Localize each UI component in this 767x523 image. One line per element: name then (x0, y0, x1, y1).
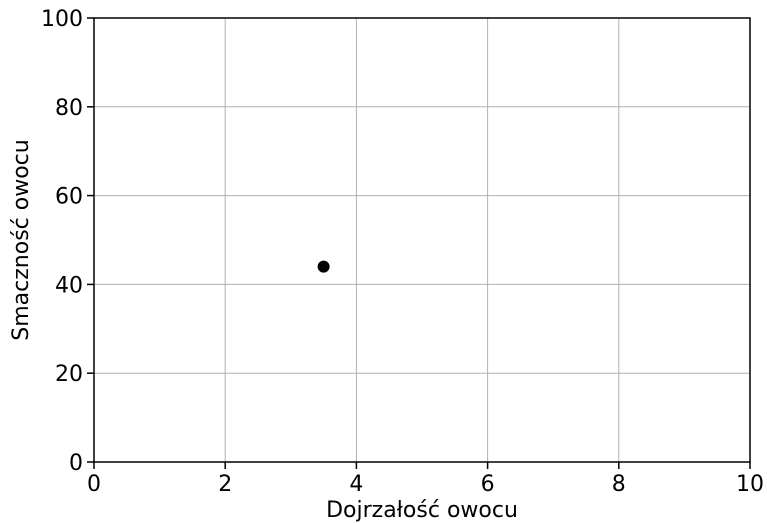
x-tick-label: 6 (481, 472, 495, 497)
x-tick-label: 2 (218, 472, 232, 497)
plot-area-frame (93, 17, 751, 463)
x-tick-label: 4 (349, 472, 363, 497)
y-axis-label: Smaczność owocu (9, 139, 34, 340)
x-tick-label: 8 (612, 472, 626, 497)
x-tick-label: 10 (736, 472, 764, 497)
y-tick-label: 80 (55, 96, 83, 121)
y-tick-label: 100 (41, 7, 83, 32)
y-tick-label: 20 (55, 362, 83, 387)
x-axis-label: Dojrzałość owocu (326, 498, 518, 523)
x-axis-ticks: 0 2 4 6 8 10 (87, 462, 764, 497)
y-tick-label: 0 (69, 451, 83, 476)
scatter-point (317, 260, 330, 273)
y-tick-label: 40 (55, 273, 83, 298)
grid (93, 17, 751, 463)
x-tick-label: 0 (87, 472, 101, 497)
data-points (317, 260, 330, 273)
y-tick-label: 60 (55, 185, 83, 210)
y-axis-ticks: 0 20 40 60 80 100 (41, 7, 94, 476)
